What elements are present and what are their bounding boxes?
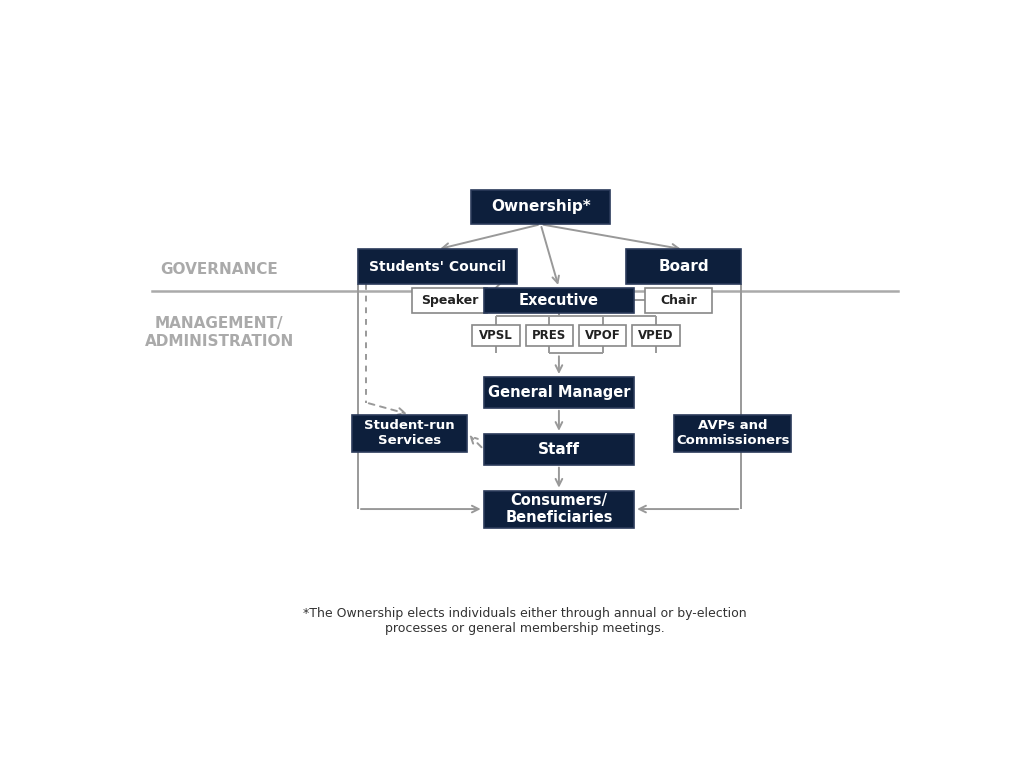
FancyBboxPatch shape	[525, 325, 573, 347]
Text: Staff: Staff	[538, 441, 580, 457]
FancyBboxPatch shape	[483, 434, 634, 465]
Text: GOVERNANCE: GOVERNANCE	[161, 262, 279, 277]
Text: Executive: Executive	[519, 293, 599, 308]
FancyBboxPatch shape	[579, 325, 627, 347]
FancyBboxPatch shape	[674, 414, 792, 451]
Text: Students' Council: Students' Council	[369, 260, 506, 274]
Text: VPED: VPED	[638, 329, 674, 342]
Text: MANAGEMENT/
ADMINISTRATION: MANAGEMENT/ ADMINISTRATION	[144, 316, 294, 349]
FancyBboxPatch shape	[412, 287, 487, 313]
Text: AVPs and
Commissioners: AVPs and Commissioners	[676, 419, 790, 447]
Text: Chair: Chair	[660, 294, 697, 307]
Text: PRES: PRES	[532, 329, 566, 342]
Text: VPSL: VPSL	[479, 329, 513, 342]
FancyBboxPatch shape	[645, 287, 713, 313]
Text: *The Ownership elects individuals either through annual or by-election
processes: *The Ownership elects individuals either…	[303, 607, 746, 635]
FancyBboxPatch shape	[626, 249, 741, 284]
Text: General Manager: General Manager	[487, 385, 630, 400]
Text: Consumers/
Beneficiaries: Consumers/ Beneficiaries	[505, 493, 612, 525]
FancyBboxPatch shape	[472, 325, 520, 347]
Text: Board: Board	[658, 260, 709, 274]
FancyBboxPatch shape	[352, 414, 467, 451]
FancyBboxPatch shape	[483, 377, 634, 408]
FancyBboxPatch shape	[632, 325, 680, 347]
Text: Speaker: Speaker	[421, 294, 478, 307]
FancyBboxPatch shape	[483, 287, 634, 313]
Text: Ownership*: Ownership*	[490, 200, 591, 214]
Text: VPOF: VPOF	[585, 329, 621, 342]
FancyBboxPatch shape	[358, 249, 517, 284]
FancyBboxPatch shape	[483, 490, 634, 528]
FancyBboxPatch shape	[471, 190, 610, 225]
Text: Student-run
Services: Student-run Services	[365, 419, 455, 447]
